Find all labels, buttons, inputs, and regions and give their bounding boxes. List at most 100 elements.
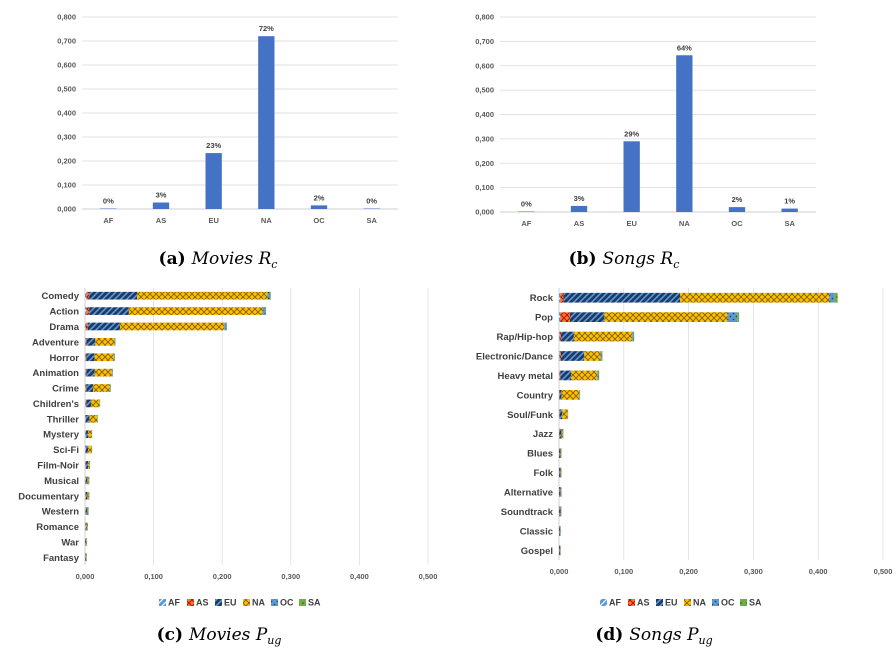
chart-songs-rc-category-label: OC (731, 219, 743, 228)
chart-songs-rc-bar-eu (623, 141, 640, 212)
chart-movies-pug-segment-af (85, 368, 86, 377)
chart-songs-pug-category-label: Gospel (521, 546, 553, 557)
chart-movies-pug-legend-label: SA (308, 598, 321, 608)
chart-songs-rc-ytick-label: 0,700 (475, 37, 494, 46)
chart-movies-rc-bar-na (258, 36, 275, 210)
chart-movies-pug-segment-eu (86, 445, 89, 454)
chart-movies-pug-segment-eu (86, 368, 95, 377)
chart-movies-pug-segment-na (95, 338, 115, 346)
chart-movies-pug-segment-oc (224, 322, 227, 331)
chart-movies-pug-legend-swatch-eu (215, 599, 222, 606)
chart-movies-pug-segment-eu (86, 353, 95, 362)
chart-songs-pug-segment-oc (597, 370, 599, 381)
chart-songs-rc-ytick-label: 0,400 (475, 110, 494, 119)
chart-movies-pug-segment-eu (86, 522, 87, 531)
chart-songs-rc-data-label-af: 0% (521, 200, 532, 209)
chart-movies-pug-legend-label: OC (280, 598, 294, 608)
chart-songs-pug-segment-as (560, 312, 571, 322)
chart-movies-pug-legend-swatch-sa (299, 599, 306, 606)
chart-movies-pug-segment-na (128, 307, 263, 315)
chart-songs-pug-legend-swatch-eu (656, 599, 663, 606)
chart-songs-pug-xtick-label: 0,200 (679, 567, 698, 576)
chart-songs-pug-xtick-label: 0,500 (874, 567, 893, 576)
chart-songs-rc-category-label: AF (521, 219, 531, 228)
chart-movies-pug-xtick-label: 0,200 (213, 572, 232, 581)
chart-movies-pug-segment-af (85, 399, 86, 408)
chart-movies-pug-category-label: Comedy (42, 291, 80, 302)
chart-songs-pug-legend-label: EU (665, 598, 678, 608)
chart-movies-pug-segment-af (85, 322, 86, 331)
chart-movies-pug-segment-af (85, 353, 86, 362)
chart-movies-pug-segment-eu (86, 384, 94, 392)
chart-movies-pug-xtick-label: 0,500 (419, 572, 438, 581)
chart-movies-pug-segment-eu (86, 430, 89, 439)
chart-movies-pug-segment-af (85, 491, 86, 500)
chart-movies-pug-legend-label: EU (224, 598, 237, 608)
chart-movies-rc-ytick-label: 0,800 (57, 13, 76, 22)
chart-songs-pug-category-label: Heavy metal (498, 371, 553, 382)
chart-movies-pug-segment-eu (87, 322, 120, 331)
chart-songs-pug-segment-sa (601, 351, 603, 361)
chart-songs-rc-ytick-label: 0,500 (475, 86, 494, 95)
chart-songs-pug-segment-eu (559, 467, 561, 478)
chart-movies-rc-data-label-na: 72% (259, 24, 274, 33)
chart-songs-pug-segment-eu (559, 545, 560, 556)
chart-songs-rc-data-label-sa: 1% (784, 197, 795, 206)
chart-songs-pug-segment-oc (727, 312, 738, 322)
chart-songs-pug-segment-na (561, 390, 580, 400)
chart-movies-rc-ytick-label: 0,600 (57, 61, 76, 70)
chart-movies-pug-category-label: Documentary (18, 491, 79, 502)
chart-songs-pug-segment-af (559, 370, 560, 381)
chart-movies-pug-segment-sa (270, 291, 271, 300)
chart-movies-pug-segment-af (85, 307, 87, 315)
chart-movies-rc-ytick-label: 0,000 (57, 205, 76, 214)
chart-movies-pug-category-label: Adventure (32, 337, 79, 348)
chart-songs-pug-segment-as (560, 292, 564, 303)
chart-movies-pug-segment-as (85, 384, 87, 392)
chart-movies-rc-category-label: NA (261, 216, 272, 225)
chart-songs-pug-category-label: Pop (535, 313, 553, 324)
chart-movies-rc-data-label-af: 0% (103, 197, 114, 206)
chart-songs-pug-caption: (d) Songs Pug (595, 625, 712, 647)
chart-movies-pug-segment-na (94, 353, 114, 362)
chart-movies-pug-segment-af (85, 476, 86, 485)
chart-movies-pug-segment-na (93, 384, 110, 392)
chart-songs-pug-segment-eu (560, 331, 574, 342)
chart-movies-rc-data-label-eu: 23% (206, 141, 221, 150)
chart-songs-pug-segment-eu (559, 390, 562, 400)
chart-movies-pug-legend: AF AS EU NA OC SA (159, 598, 321, 608)
chart-movies-pug-legend-swatch-na (243, 599, 250, 606)
chart-songs-pug-category-label: Alternative (504, 488, 553, 499)
chart-songs-pug: 0,000 0,100 0,200 0,300 0,400 0,500 Rock Pop Rap… (476, 288, 892, 608)
chart-songs-pug-segment-eu (559, 506, 561, 517)
chart-songs-rc-bar-as (570, 205, 588, 212)
chart-movies-pug-segment-oc (114, 338, 116, 346)
chart-songs-pug-segment-eu (570, 312, 605, 322)
chart-movies-rc-ytick-label: 0,700 (57, 37, 76, 46)
chart-songs-pug-segment-na (561, 428, 563, 439)
chart-songs-pug-segment-na (571, 370, 598, 381)
chart-movies-pug-segment-na (89, 414, 98, 423)
chart-movies-pug-xtick-label: 0,000 (76, 572, 95, 581)
chart-songs-rc-bar-oc (728, 207, 746, 212)
chart-movies-rc-caption: (a) Movies Rc (159, 249, 278, 271)
chart-movies-pug-category-label: Fantasy (43, 553, 80, 564)
chart-movies-rc-data-label-sa: 0% (366, 197, 377, 206)
chart-movies-pug-segment-eu (86, 461, 89, 469)
chart-songs-rc-category-label: NA (679, 219, 690, 228)
chart-songs-pug-segment-na (562, 409, 568, 420)
chart-songs-pug-segment-eu (559, 526, 560, 536)
chart-songs-pug-legend-swatch-af (600, 599, 607, 606)
chart-songs-pug-category-label: Country (517, 390, 554, 401)
chart-movies-pug-segment-eu (85, 538, 87, 546)
chart-songs-pug-legend-swatch-oc (712, 599, 719, 606)
chart-songs-pug-segment-eu (560, 351, 585, 361)
chart-movies-pug-segment-sa (226, 322, 228, 331)
chart-movies-pug-legend-label: AF (168, 598, 180, 608)
chart-movies-pug-xtick-label: 0,300 (281, 572, 300, 581)
chart-movies-pug-legend-swatch-oc (271, 599, 278, 606)
chart-songs-pug-segment-na (573, 331, 633, 342)
chart-movies-pug-caption: (c) Movies Pug (157, 625, 282, 647)
chart-movies-pug-xtick-label: 0,400 (350, 572, 369, 581)
